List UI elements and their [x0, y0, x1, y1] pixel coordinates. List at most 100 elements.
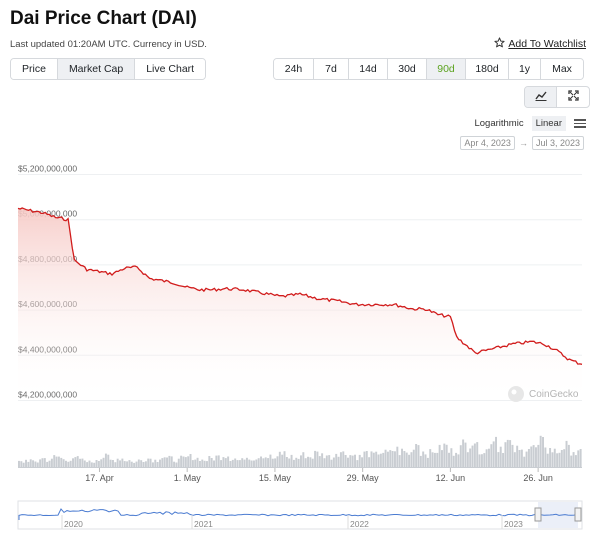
volume-bar — [513, 452, 516, 467]
volume-bar — [79, 458, 82, 467]
volume-bar — [563, 449, 566, 467]
volume-bar — [365, 451, 368, 467]
volume-bar — [81, 458, 84, 467]
volume-bar — [109, 459, 112, 467]
volume-bar — [46, 461, 49, 467]
navigator-right-handle[interactable] — [574, 507, 582, 522]
x-tick-label: 17. Apr — [85, 473, 114, 483]
volume-bar — [253, 460, 255, 467]
navigator-tick-label: 2021 — [194, 519, 213, 529]
navigator[interactable]: 2020 2021 2022 2023 — [17, 500, 583, 530]
volume-bar — [396, 446, 399, 467]
volume-bar — [506, 439, 509, 467]
y-tick-label: $5,000,000,000 — [18, 209, 77, 219]
add-to-watchlist-link[interactable]: Add To Watchlist — [494, 37, 586, 51]
volume-bar — [328, 455, 331, 467]
volume-bar — [227, 456, 230, 467]
fullscreen-button[interactable] — [557, 87, 589, 107]
scale-linear[interactable]: Linear — [531, 116, 566, 131]
range-max[interactable]: Max — [541, 59, 583, 79]
volume-bar — [300, 455, 302, 467]
volume-bar — [330, 459, 333, 467]
volume-bar — [231, 459, 234, 467]
volume-bar — [473, 443, 476, 467]
volume-bar — [539, 435, 542, 467]
volume-bar — [354, 454, 356, 467]
navigator-left-handle[interactable] — [534, 507, 542, 522]
volume-bar — [43, 458, 46, 467]
volume-bar — [415, 444, 418, 467]
volume-bar — [264, 457, 267, 467]
line-chart-button[interactable] — [525, 87, 557, 107]
volume-bar — [151, 462, 154, 467]
volume-bar — [424, 454, 427, 467]
volume-bar — [462, 439, 465, 467]
volume-bar — [187, 456, 190, 467]
volume-bar — [217, 455, 220, 467]
range-14d[interactable]: 14d — [349, 59, 388, 79]
volume-bar — [560, 450, 563, 467]
market-cap-chart[interactable]: $5,200,000,000$5,000,000,000$4,800,000,0… — [0, 158, 600, 553]
volume-bar — [130, 461, 133, 467]
volume-bar — [36, 462, 39, 467]
volume-bar — [546, 453, 549, 467]
range-24h[interactable]: 24h — [274, 59, 314, 79]
volume-bar — [119, 460, 121, 467]
volume-bar — [384, 449, 387, 467]
volume-bar — [67, 461, 70, 467]
volume-bar — [276, 456, 279, 467]
volume-bar — [236, 460, 239, 467]
volume-bar — [140, 460, 143, 467]
volume-bar — [429, 449, 432, 467]
volume-bar — [121, 458, 124, 467]
volume-bar — [567, 444, 570, 467]
volume-bar — [90, 462, 93, 467]
volume-bar — [262, 458, 265, 467]
hamburger-menu-icon[interactable] — [574, 119, 586, 128]
volume-bar — [321, 453, 324, 467]
date-to-input[interactable]: Jul 3, 2023 — [531, 136, 584, 150]
volume-bar — [102, 457, 105, 467]
volume-bar — [499, 446, 502, 467]
volume-bar — [69, 460, 72, 467]
navigator-tick-label: 2022 — [350, 519, 369, 529]
volume-bar — [133, 462, 136, 467]
x-tick-label: 26. Jun — [523, 473, 553, 483]
volume-bar — [344, 455, 347, 467]
tab-live-chart[interactable]: Live Chart — [135, 59, 206, 79]
tab-market-cap[interactable]: Market Cap — [57, 59, 136, 79]
volume-bar — [147, 458, 150, 467]
volume-bar — [241, 458, 244, 467]
volume-bar — [292, 459, 295, 467]
volume-bar — [558, 452, 561, 467]
volume-bar — [168, 455, 171, 467]
volume-bar — [375, 451, 378, 467]
volume-bar — [283, 451, 286, 467]
scale-logarithmic[interactable]: Logarithmic — [474, 118, 524, 129]
range-30d[interactable]: 30d — [388, 59, 427, 79]
volume-bar — [570, 455, 573, 467]
tab-price[interactable]: Price — [11, 59, 58, 79]
range-7d[interactable]: 7d — [314, 59, 349, 79]
volume-bar — [50, 458, 53, 467]
market-cap-area — [18, 208, 582, 405]
volume-bar — [154, 459, 157, 467]
volume-bar — [431, 452, 434, 467]
market-cap-line — [17, 207, 583, 365]
volume-bar — [495, 436, 497, 467]
range-1y[interactable]: 1y — [509, 59, 541, 79]
range-180d[interactable]: 180d — [466, 59, 509, 79]
volume-bar — [455, 452, 458, 467]
volume-bar — [60, 457, 63, 467]
range-90d[interactable]: 90d — [427, 59, 466, 79]
volume-bar — [107, 454, 110, 467]
volume-bar — [311, 458, 314, 467]
volume-bar — [368, 457, 371, 467]
volume-bar — [220, 460, 223, 467]
volume-bar — [114, 462, 117, 467]
volume-bar — [391, 451, 394, 467]
navigator-tick-label: 2020 — [64, 519, 83, 529]
date-from-input[interactable]: Apr 4, 2023 — [460, 136, 515, 150]
volume-bar — [347, 457, 349, 467]
coingecko-watermark: CoinGecko — [508, 386, 579, 402]
